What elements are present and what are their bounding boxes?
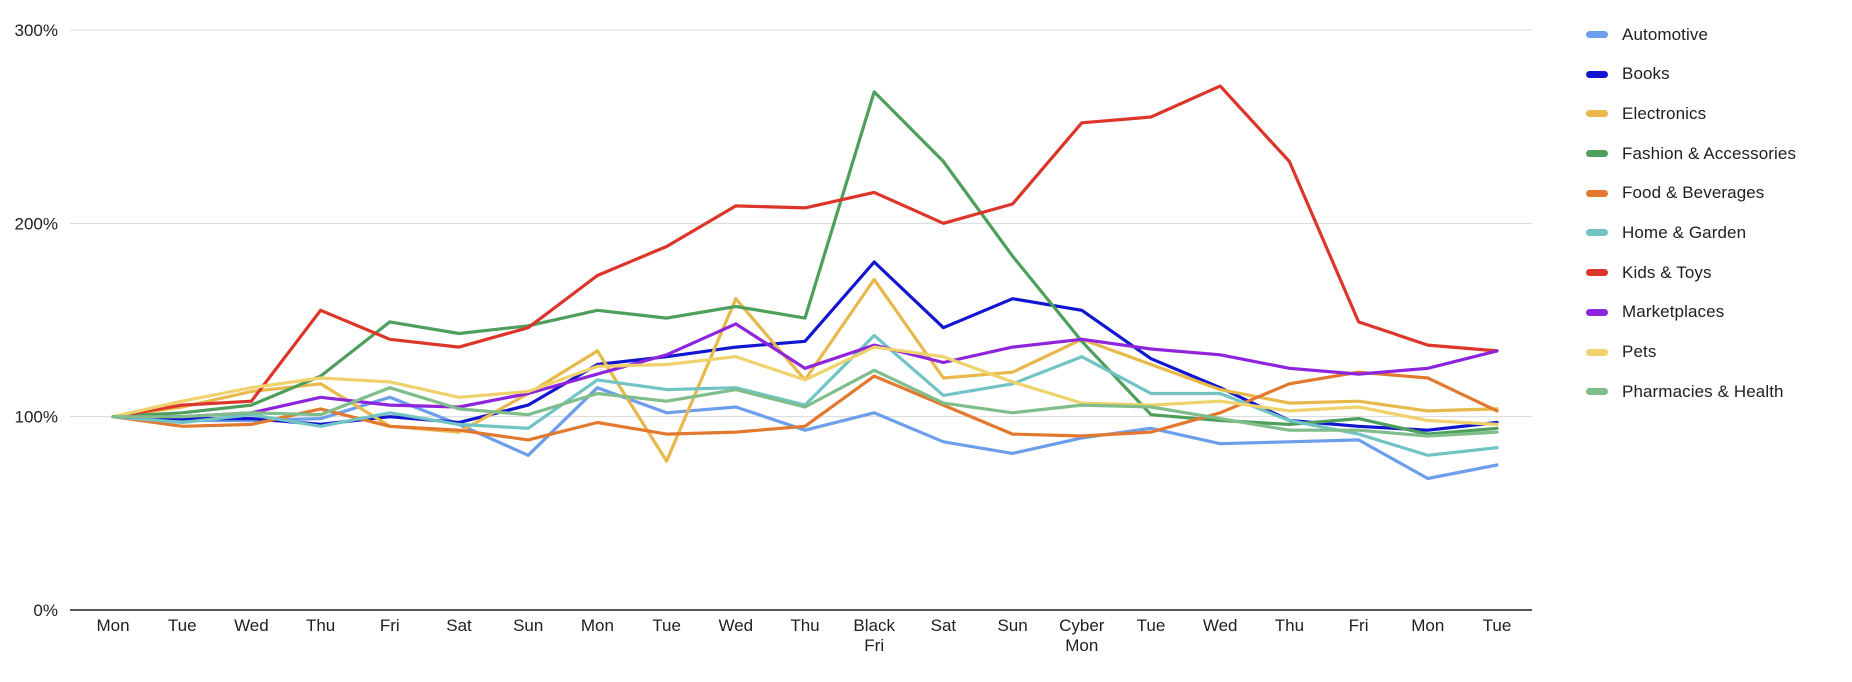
x-axis-tick-label: Wed (234, 616, 269, 635)
legend-swatch-home-garden (1586, 229, 1608, 237)
y-axis-tick-label: 100% (15, 408, 58, 427)
legend-label: Fashion & Accessories (1622, 143, 1797, 163)
legend-item-fashion-accessories[interactable]: Fashion & Accessories (1586, 140, 1796, 167)
legend-item-pharmacies-health[interactable]: Pharmacies & Health (1586, 378, 1796, 405)
legend-swatch-automotive (1586, 31, 1608, 38)
legend-label: Books (1622, 64, 1670, 84)
legend-item-pets[interactable]: Pets (1586, 339, 1796, 366)
legend-swatch-pets (1586, 348, 1608, 356)
x-axis-tick-label: Wed (1203, 616, 1238, 635)
y-axis-tick-label: 200% (15, 214, 58, 233)
legend-item-electronics[interactable]: Electronics (1586, 100, 1796, 127)
x-axis-tick-label: Thu (790, 616, 819, 635)
x-axis-tick-label: Black Fri (853, 616, 895, 655)
legend-item-books[interactable]: Books (1586, 61, 1796, 88)
legend-swatch-kids-toys (1586, 269, 1608, 277)
x-axis-tick-label: Sat (446, 616, 472, 635)
series-line-pets[interactable] (111, 345, 1499, 426)
legend-item-automotive[interactable]: Automotive (1586, 21, 1796, 48)
x-axis-tick-label: Thu (1275, 616, 1304, 635)
legend-item-home-garden[interactable]: Home & Garden (1586, 219, 1796, 246)
x-axis-tick-label: Sat (931, 616, 957, 635)
series-line-food-beverages[interactable] (111, 370, 1499, 442)
x-axis-tick-label: Fri (380, 616, 400, 635)
x-axis-tick-label: Tue (168, 616, 197, 635)
legend-swatch-pharmacies-health (1586, 388, 1608, 396)
legend-label: Home & Garden (1622, 222, 1747, 242)
x-axis-tick-label: Mon (1411, 616, 1444, 635)
legend-swatch-electronics (1586, 110, 1608, 118)
x-axis-tick-label: Tue (1483, 616, 1512, 635)
x-axis-tick-label: Sun (513, 616, 543, 635)
x-axis-tick-label: Mon (96, 616, 129, 635)
series-line-fashion-accessories[interactable] (111, 90, 1499, 436)
legend-label: Pharmacies & Health (1622, 381, 1784, 401)
x-axis-tick-label: Tue (1137, 616, 1166, 635)
x-axis-tick-label: Fri (1349, 616, 1369, 635)
legend-item-marketplaces[interactable]: Marketplaces (1586, 299, 1796, 326)
series-line-pharmacies-health[interactable] (111, 368, 1499, 438)
legend-label: Marketplaces (1622, 302, 1725, 322)
series-line-automotive[interactable] (111, 386, 1499, 481)
x-axis-tick-label: Thu (306, 616, 335, 635)
series-line-kids-toys[interactable] (111, 84, 1499, 419)
legend-label: Kids & Toys (1622, 262, 1712, 282)
legend-item-food-beverages[interactable]: Food & Beverages (1586, 180, 1796, 207)
legend-swatch-fashion-accessories (1586, 150, 1608, 158)
x-axis-tick-label: Tue (652, 616, 681, 635)
legend: Automotive Books Electronics Fashion & Acce… (1586, 21, 1796, 418)
legend-swatch-books (1586, 70, 1608, 78)
x-axis-tick-label: Wed (718, 616, 753, 635)
series-line-marketplaces[interactable] (111, 322, 1499, 419)
legend-swatch-marketplaces (1586, 308, 1608, 316)
legend-label: Electronics (1622, 103, 1707, 123)
x-axis-tick-label: Cyber Mon (1059, 616, 1105, 655)
x-axis-tick-label: Sun (997, 616, 1027, 635)
x-axis-tick-label: Mon (581, 616, 614, 635)
y-axis-tick-label: 0% (33, 601, 58, 620)
legend-label: Pets (1622, 342, 1657, 361)
legend-label: Food & Beverages (1622, 183, 1765, 203)
legend-item-kids-toys[interactable]: Kids & Toys (1586, 259, 1796, 286)
legend-swatch-food-beverages (1586, 189, 1608, 197)
series-line-electronics[interactable] (111, 277, 1499, 463)
series-line-home-garden[interactable] (111, 333, 1499, 457)
y-axis-tick-label: 300% (15, 21, 58, 40)
legend-label: Automotive (1622, 24, 1709, 44)
